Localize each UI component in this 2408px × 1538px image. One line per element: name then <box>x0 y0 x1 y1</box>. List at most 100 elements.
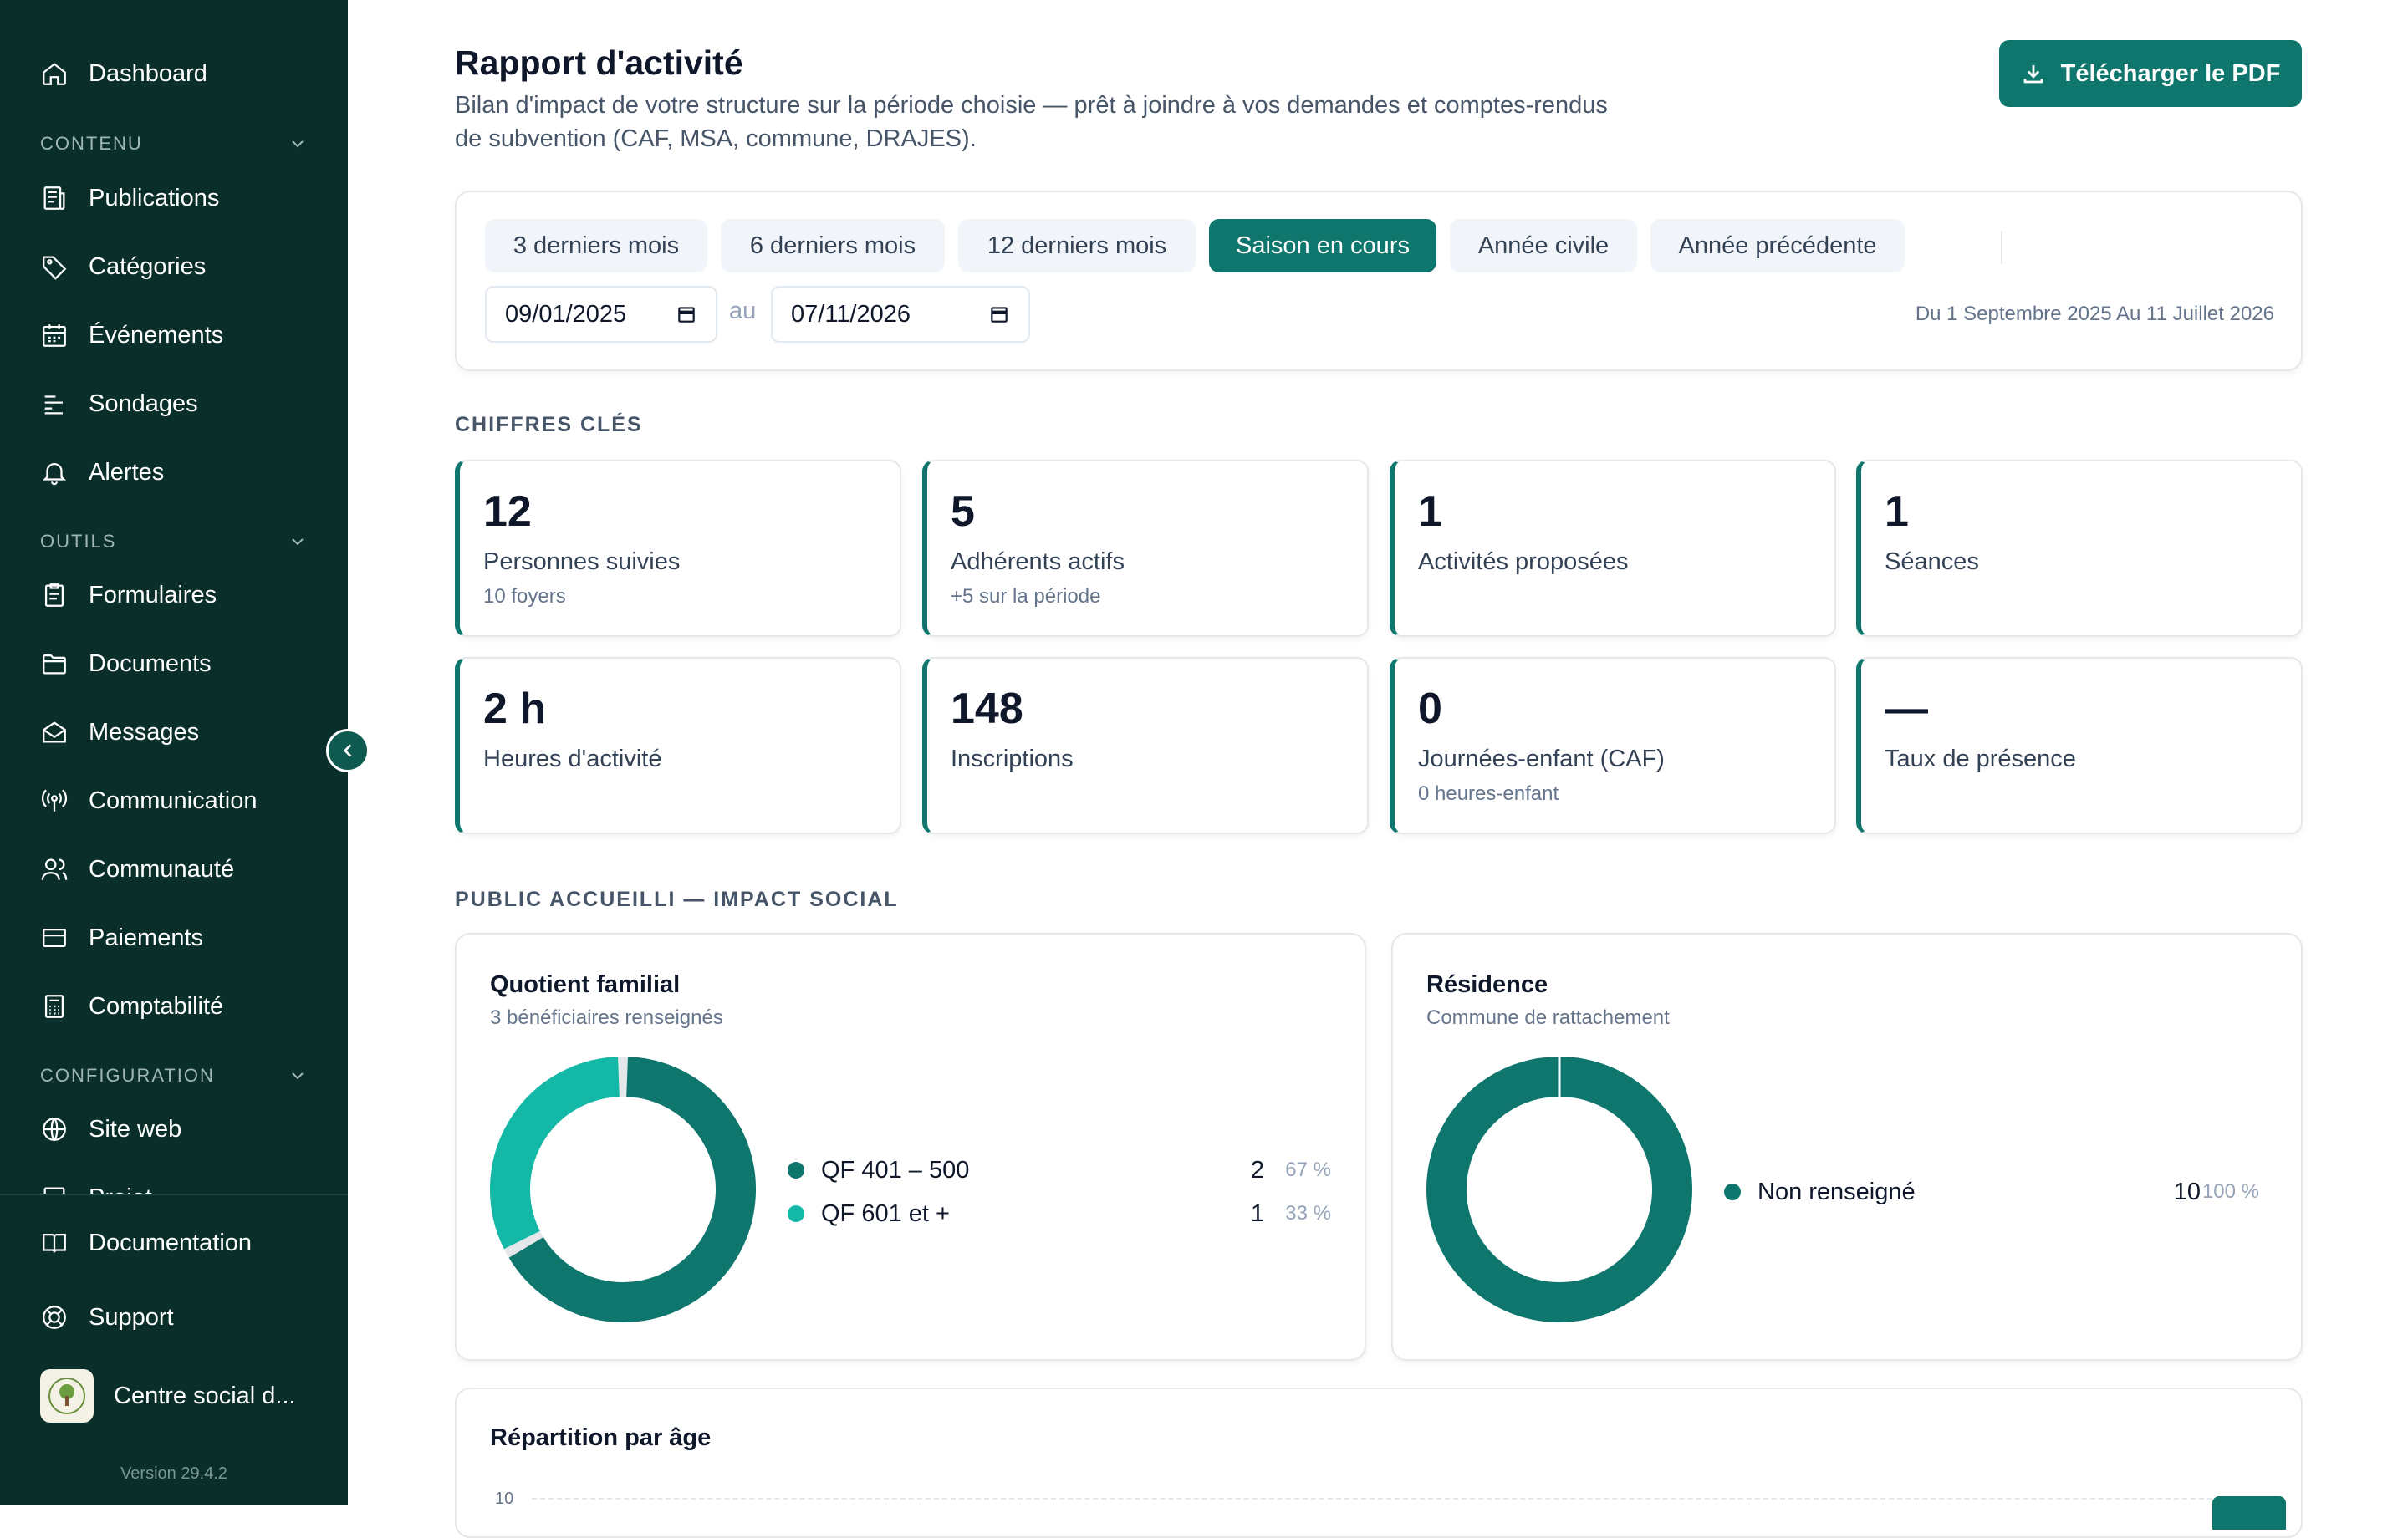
chevron-down-icon <box>292 538 304 546</box>
date-to-input[interactable]: 07/11/2026 <box>771 286 1030 343</box>
date-to-value: 07/11/2026 <box>791 300 911 328</box>
card-title: Résidence <box>1426 971 1548 998</box>
kpi-label: Personnes suivies <box>483 548 681 575</box>
sidebar-item-label: Site web <box>89 1115 182 1143</box>
book-icon <box>43 1233 66 1253</box>
section-label: CONFIGURATION <box>40 1065 215 1086</box>
preset-calendar-year[interactable]: Année civile <box>1450 219 1637 272</box>
legend-percent: 67 % <box>1285 1159 1331 1181</box>
main-content: Rapport d'activité Bilan d'impact de vot… <box>348 0 2408 1538</box>
calendar-icon[interactable] <box>988 303 1010 325</box>
preset-previous-year[interactable]: Année précédente <box>1650 219 1905 272</box>
section-toggle-outils[interactable]: OUTILS <box>40 528 308 555</box>
sidebar-item-categories[interactable]: Catégories <box>40 248 206 285</box>
sidebar-item-comptabilite[interactable]: Comptabilité <box>40 988 223 1025</box>
sidebar-item-dashboard[interactable]: Dashboard <box>40 55 207 92</box>
calculator-icon <box>44 995 64 1018</box>
kpi-card-inscriptions: 148 Inscriptions <box>922 657 1369 834</box>
section-toggle-contenu[interactable]: CONTENU <box>40 130 308 157</box>
organization-switcher[interactable]: Centre social d... <box>40 1369 314 1423</box>
kpi-value: 1 <box>1418 487 1442 536</box>
sidebar-item-sondages[interactable]: Sondages <box>40 385 198 422</box>
kpi-card-activites: 1 Activités proposées <box>1390 460 1836 637</box>
tag-icon <box>43 256 67 280</box>
sidebar-item-label: Formulaires <box>89 581 217 609</box>
sidebar-item-site-web[interactable]: Site web <box>40 1111 181 1148</box>
card-subtitle: 3 bénéficiaires renseignés <box>490 1006 723 1029</box>
sidebar-item-label: Dashboard <box>89 59 207 87</box>
sidebar-item-projet[interactable]: Projet <box>40 1179 152 1194</box>
sidebar-item-paiements[interactable]: Paiements <box>40 919 203 956</box>
kpi-sub: +5 sur la période <box>951 585 1101 608</box>
legend-row-non-renseigne: Non renseigné 10 100 % <box>1724 1175 2259 1209</box>
preset-current-season[interactable]: Saison en cours <box>1209 219 1436 272</box>
sidebar-item-label: Documents <box>89 649 212 677</box>
project-icon <box>43 1187 65 1194</box>
sidebar-item-documentation[interactable]: Documentation <box>40 1225 252 1261</box>
lifebuoy-icon <box>43 1306 66 1329</box>
sidebar-item-communication[interactable]: Communication <box>40 782 257 819</box>
sidebar-item-messages[interactable]: Messages <box>40 714 199 751</box>
sidebar-item-label: Paiements <box>89 924 204 951</box>
date-from-value: 09/01/2025 <box>505 300 627 328</box>
sidebar: Dashboard CONTENU Publications Catégorie… <box>0 0 348 1505</box>
sidebar-item-label: Messages <box>89 718 200 746</box>
sidebar-item-publications[interactable]: Publications <box>40 180 219 216</box>
preset-3-months[interactable]: 3 derniers mois <box>485 219 707 272</box>
kpi-label: Adhérents actifs <box>951 548 1125 575</box>
kpi-label: Journées-enfant (CAF) <box>1418 746 1665 772</box>
section-toggle-configuration[interactable]: CONFIGURATION <box>40 1062 308 1089</box>
kpi-sub: 0 heures-enfant <box>1418 782 1559 805</box>
credit-card-icon <box>43 928 66 948</box>
legend-label: QF 401 – 500 <box>821 1156 970 1184</box>
sidebar-collapse-button[interactable] <box>326 729 370 772</box>
sidebar-item-communaute[interactable]: Communauté <box>40 851 234 888</box>
sidebar-item-formulaires[interactable]: Formulaires <box>40 577 217 614</box>
date-from-input[interactable]: 09/01/2025 <box>485 286 717 343</box>
kpi-card-heures: 2 h Heures d'activité <box>455 657 901 834</box>
legend-label: QF 601 et + <box>821 1199 950 1227</box>
card-title: Répartition par âge <box>490 1424 712 1451</box>
donut-slice-qf-601-plus <box>490 1057 620 1250</box>
y-axis-tick: 10 <box>495 1490 514 1508</box>
sidebar-item-label: Support <box>89 1303 174 1331</box>
kpi-card-taux-presence: — Taux de présence <box>1856 657 2303 834</box>
sidebar-item-label: Publications <box>89 184 220 211</box>
sidebar-item-label: Communication <box>89 787 258 814</box>
donut-slice-qf-401-500 <box>508 1057 756 1322</box>
sidebar-item-evenements[interactable]: Événements <box>40 317 223 354</box>
sidebar-item-support[interactable]: Support <box>40 1299 174 1336</box>
quotient-familial-card: Quotient familial 3 bénéficiaires rensei… <box>455 933 1366 1361</box>
sidebar-item-label: Sondages <box>89 390 198 417</box>
organization-logo <box>40 1369 94 1423</box>
kpi-section-label: CHIFFRES CLÉS <box>455 413 643 436</box>
mail-icon <box>43 721 66 743</box>
sidebar-item-alertes[interactable]: Alertes <box>40 454 164 491</box>
period-filter: 3 derniers mois 6 derniers mois 12 derni… <box>455 191 2303 371</box>
kpi-label: Taux de présence <box>1885 746 2076 772</box>
legend-dot <box>788 1162 804 1179</box>
kpi-label: Inscriptions <box>951 746 1074 772</box>
preset-6-months[interactable]: 6 derniers mois <box>721 219 945 272</box>
calendar-icon <box>43 324 66 347</box>
sidebar-item-documents[interactable]: Documents <box>40 645 212 682</box>
sidebar-item-label: Documentation <box>89 1229 253 1256</box>
calendar-icon[interactable] <box>676 303 697 325</box>
age-bar <box>2212 1496 2286 1530</box>
bell-icon <box>42 463 67 486</box>
tree-logo-icon <box>48 1378 85 1414</box>
app-version: Version 29.4.2 <box>120 1464 227 1483</box>
kpi-value: 5 <box>951 487 975 536</box>
section-label: OUTILS <box>40 531 117 552</box>
preset-12-months[interactable]: 12 derniers mois <box>958 219 1196 272</box>
kpi-value: 12 <box>483 487 532 536</box>
sidebar-divider <box>0 1194 348 1195</box>
download-pdf-button[interactable]: Télécharger le PDF <box>1999 40 2302 107</box>
legend-row-qf-401-500: QF 401 – 500 2 67 % <box>788 1154 1331 1187</box>
legend-percent: 100 % <box>2201 1180 2259 1203</box>
chevron-down-icon <box>292 1072 304 1080</box>
organization-name: Centre social d... <box>114 1382 296 1409</box>
kpi-label: Séances <box>1885 548 1979 575</box>
legend-count: 10 <box>2173 1178 2201 1205</box>
kpi-card-seances: 1 Séances <box>1856 460 2303 637</box>
